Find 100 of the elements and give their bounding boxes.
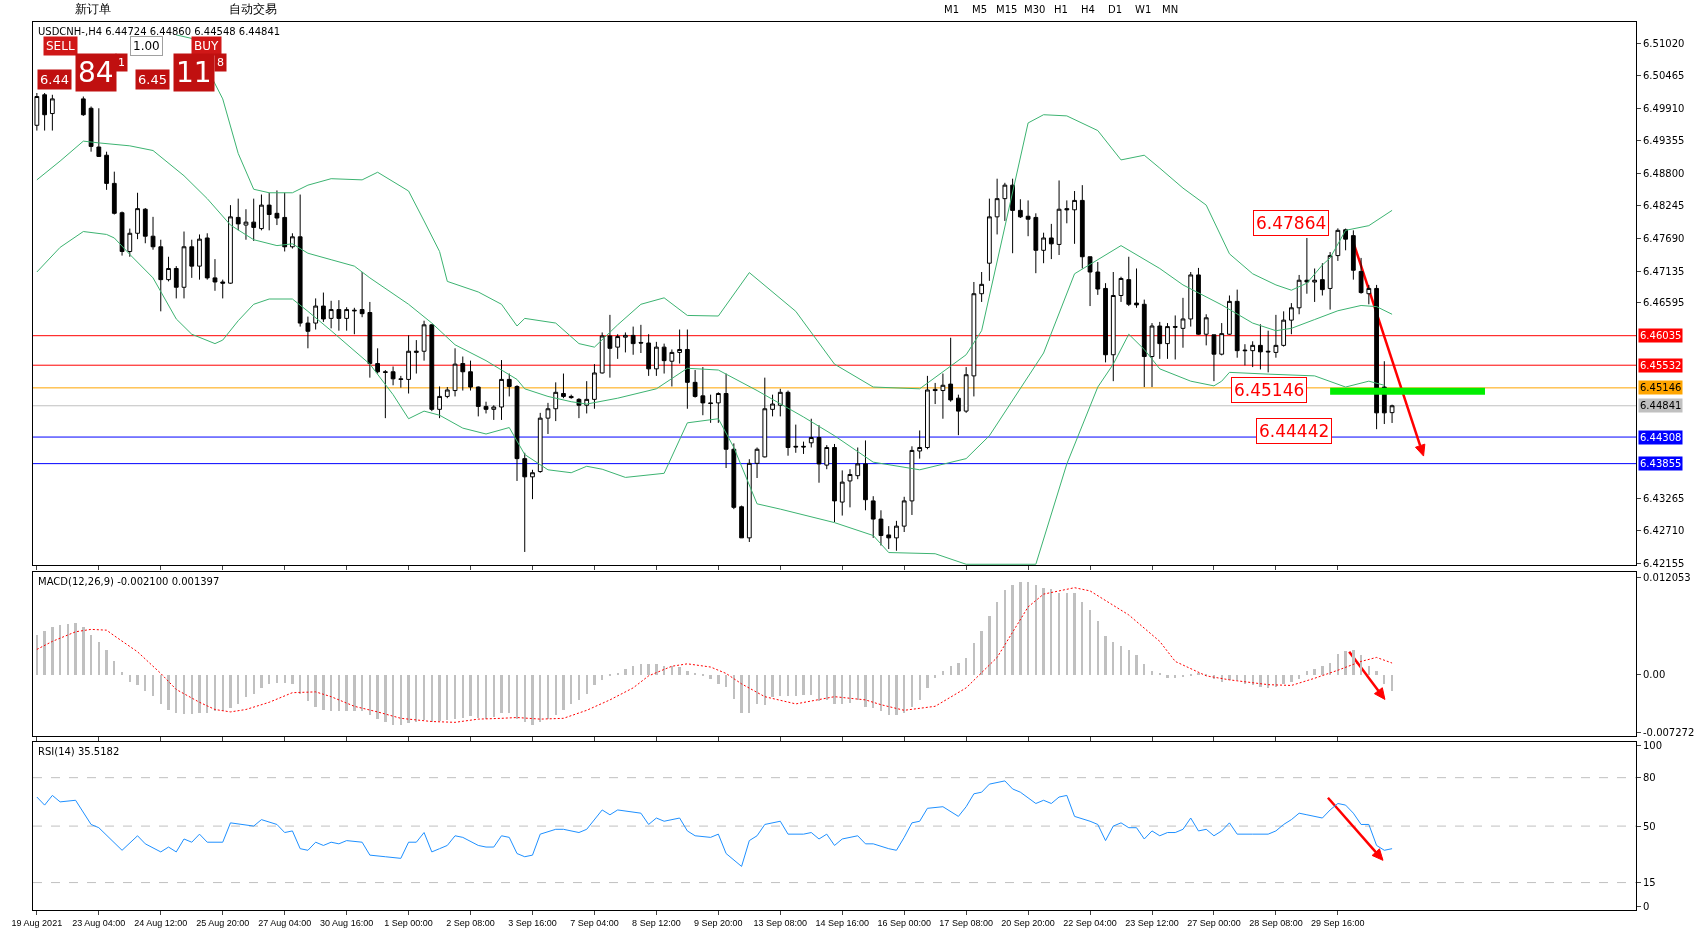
candlestick (452, 347, 458, 397)
y-tick-label: 6.49355 (1643, 135, 1685, 147)
candlestick (1025, 199, 1031, 237)
y-tick-label: 6.47135 (1643, 265, 1685, 277)
candlestick (142, 207, 148, 244)
annotation: 1 (118, 56, 125, 69)
candlestick (1002, 182, 1008, 222)
candlestick (1064, 199, 1070, 224)
candlestick (816, 424, 822, 484)
x-tick-label: 24 Aug 12:00 (134, 917, 188, 928)
candlestick (251, 198, 257, 242)
bar (694, 672, 696, 675)
candlestick (127, 228, 133, 258)
bar (1383, 674, 1385, 684)
candlestick (1017, 198, 1023, 219)
bar (678, 666, 681, 675)
bar (601, 674, 603, 680)
candlestick (204, 232, 210, 281)
x-tick-label: 7 Sep 04:00 (570, 917, 619, 928)
bar (469, 674, 472, 716)
candlestick (321, 292, 326, 323)
bar (322, 674, 325, 710)
bar (1081, 601, 1083, 675)
bar (214, 674, 216, 711)
annotation: 6.44 (40, 72, 69, 87)
text: 新订单 (75, 2, 111, 16)
candlestick (390, 366, 396, 386)
ref-line-label: 6.43855 (1640, 458, 1682, 469)
line-series (36, 140, 1393, 471)
bar (733, 674, 735, 699)
x-tick-label: 25 Aug 20:00 (196, 917, 250, 928)
bar (508, 674, 510, 713)
candlestick (762, 377, 768, 458)
bar (175, 674, 177, 713)
text: M30 (1024, 4, 1046, 15)
candlestick (708, 394, 713, 424)
bar (702, 673, 704, 676)
candlestick (1234, 289, 1240, 359)
candlestick (1296, 274, 1302, 315)
y-tick-label: 0.012053 (1643, 572, 1691, 584)
bar (547, 674, 549, 719)
bar (787, 674, 789, 696)
candlestick (715, 391, 721, 424)
candlestick (878, 509, 884, 546)
candlestick (483, 401, 489, 414)
x-tick-label: 23 Sep 12:00 (1125, 917, 1179, 928)
bar (260, 674, 263, 688)
candlestick (1366, 284, 1372, 305)
bar (1104, 635, 1107, 675)
bar (1050, 588, 1052, 675)
x-tick-label: 8 Sep 12:00 (632, 917, 681, 928)
candlestick (437, 385, 442, 419)
bar (1011, 584, 1014, 675)
bar (222, 674, 224, 711)
bar (1321, 665, 1324, 675)
bar (1112, 641, 1114, 675)
candlestick (297, 194, 303, 328)
candlestick (491, 404, 497, 421)
candlestick (166, 256, 171, 282)
candlestick (80, 96, 86, 117)
candlestick (537, 412, 543, 474)
bar (1313, 668, 1316, 675)
x-tick-label: 27 Sep 00:00 (1187, 917, 1241, 928)
candlestick (1134, 267, 1139, 309)
bar (361, 674, 363, 711)
y-tick-label: 80 (1643, 772, 1656, 784)
bar (206, 674, 208, 713)
x-tick-label: 3 Sep 16:00 (508, 917, 557, 928)
candlestick (1095, 261, 1101, 296)
candlestick (305, 316, 311, 349)
candlestick (1056, 179, 1062, 256)
line-series (36, 587, 1393, 723)
x-tick-label: 28 Sep 08:00 (1249, 917, 1303, 928)
y-tick-label: 6.48800 (1643, 167, 1685, 179)
candlestick (328, 300, 334, 329)
y-tick-label: 6.46595 (1643, 297, 1685, 309)
candlestick (522, 452, 528, 553)
bar (771, 674, 774, 697)
bar (911, 674, 913, 707)
candlestick (135, 192, 140, 240)
bar (299, 674, 301, 694)
candlestick (1319, 262, 1325, 296)
bar (709, 674, 712, 679)
text: 自动交易 (229, 2, 277, 16)
bar (276, 674, 278, 683)
annotation: 84 (78, 56, 114, 89)
candlestick (1041, 232, 1046, 264)
candlestick (1118, 276, 1124, 303)
candlestick (793, 424, 799, 454)
bar (888, 674, 890, 715)
bar (462, 674, 464, 718)
candlestick (839, 469, 845, 517)
candlestick (220, 279, 226, 299)
bar (1182, 674, 1184, 677)
candlestick (1281, 310, 1287, 348)
candlestick (359, 271, 365, 318)
bar (1166, 674, 1169, 678)
bar (407, 674, 410, 723)
annotation: 6.47864 (1256, 213, 1327, 233)
bar (624, 668, 627, 675)
